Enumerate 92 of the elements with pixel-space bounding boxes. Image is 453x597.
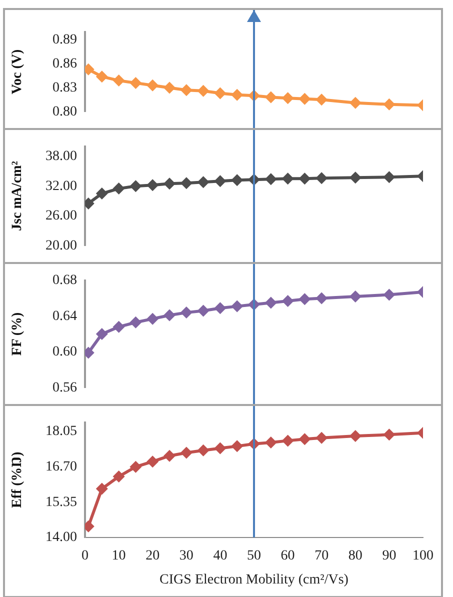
point [96, 482, 108, 495]
point [96, 328, 108, 340]
point [316, 432, 328, 444]
point [112, 320, 125, 333]
point [197, 84, 210, 97]
point [316, 292, 328, 304]
point [298, 92, 311, 105]
point [164, 309, 176, 322]
point [282, 172, 294, 185]
point [383, 288, 396, 301]
point [130, 316, 142, 328]
y-axis-title: FF (%) [10, 312, 26, 356]
point [214, 302, 226, 314]
point [214, 442, 226, 454]
y-axis-title: Jsc mA/cm² [10, 161, 26, 231]
point [146, 312, 159, 325]
point [316, 172, 328, 184]
point [130, 180, 142, 192]
x-tick-label: 40 [213, 548, 228, 564]
y-tick-label: 0.68 [52, 273, 77, 288]
x-tick-label: 20 [146, 548, 160, 564]
point [383, 98, 396, 110]
point [349, 172, 362, 184]
y-tick-label: 0.56 [52, 380, 77, 396]
point [180, 306, 192, 319]
x-tick-label: 0 [82, 548, 88, 564]
point [214, 175, 226, 188]
point [112, 182, 125, 195]
point [180, 177, 192, 190]
point [316, 94, 328, 106]
point [349, 96, 362, 109]
y-axis-title: Voc (V) [10, 48, 26, 94]
point [164, 178, 176, 190]
point [197, 176, 210, 188]
point [298, 293, 311, 306]
x-tick-label: 100 [412, 548, 434, 564]
point [298, 433, 311, 446]
x-tick-label: 50 [247, 548, 261, 564]
y-tick-label: 0.86 [52, 56, 77, 72]
point [264, 173, 277, 186]
point [349, 290, 362, 302]
point [383, 428, 396, 441]
point [214, 87, 226, 100]
point [164, 450, 176, 462]
point [231, 88, 244, 101]
point [282, 294, 294, 307]
point [164, 82, 176, 94]
y-tick-label: 20.00 [46, 238, 77, 254]
point [383, 171, 396, 184]
x-tick-label: 10 [112, 548, 126, 564]
x-tick-label: 60 [280, 548, 295, 564]
y-tick-label: 14.00 [46, 530, 77, 546]
point [197, 304, 210, 317]
point [264, 296, 277, 309]
y-tick-label: 0.80 [52, 104, 77, 120]
point [130, 460, 142, 473]
point [146, 79, 159, 92]
point [197, 444, 210, 456]
point [264, 436, 277, 449]
point [112, 470, 125, 483]
point [264, 91, 277, 104]
y-tick-label: 32.00 [46, 178, 77, 194]
point [231, 174, 244, 186]
point [146, 179, 159, 192]
y-tick-label: 16.70 [46, 460, 77, 475]
y-tick-label: 18.05 [46, 424, 77, 440]
point [180, 446, 192, 459]
y-axis-title: Eff (%Ŋ) [10, 451, 26, 508]
point [298, 172, 311, 185]
y-tick-label: 0.89 [52, 32, 77, 48]
y-tick-label: 26.00 [46, 208, 77, 224]
point [96, 188, 108, 200]
point [349, 430, 362, 442]
x-tick-label: 90 [382, 548, 396, 564]
x-tick-label: 70 [314, 548, 329, 564]
x-axis-title: CIGS Electron Mobility (cm²/Vs) [160, 572, 349, 588]
point [146, 456, 159, 468]
y-tick-label: 0.83 [52, 80, 77, 96]
x-tick-label: 30 [179, 548, 194, 564]
point [231, 440, 244, 452]
y-tick-label: 15.35 [46, 494, 77, 510]
point [282, 434, 294, 447]
point [112, 74, 125, 87]
point [231, 300, 244, 312]
y-tick-label: 0.64 [52, 308, 77, 324]
y-tick-label: 0.60 [52, 344, 77, 360]
point [180, 84, 192, 96]
point [130, 76, 142, 89]
point [282, 92, 294, 104]
x-tick-label: 80 [348, 548, 362, 564]
point [96, 70, 108, 83]
y-tick-label: 38.00 [46, 148, 77, 164]
